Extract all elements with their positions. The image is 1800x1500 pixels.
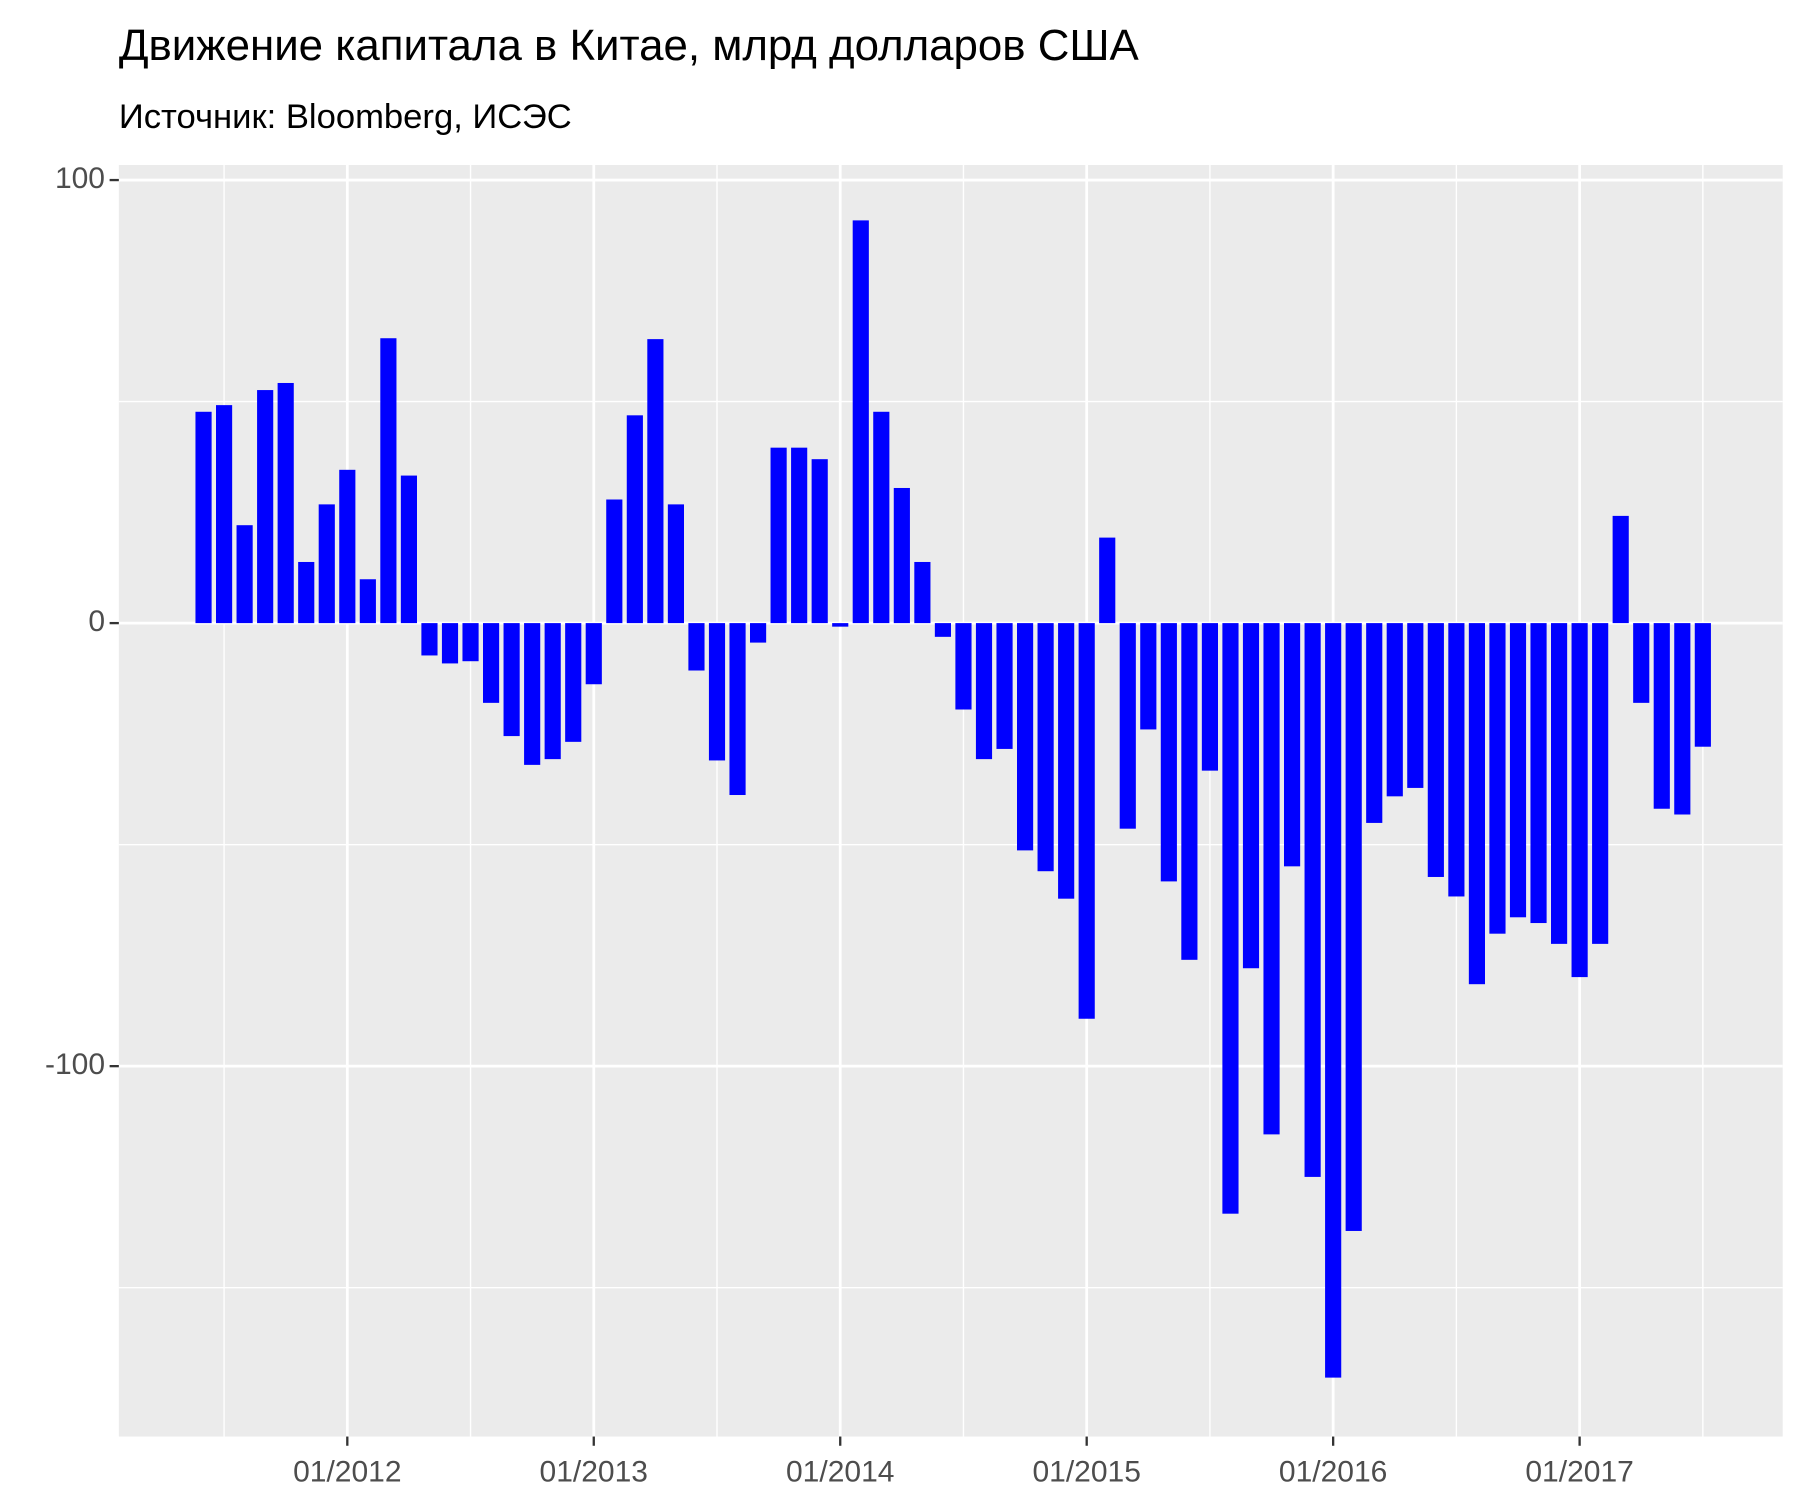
x-tick-label: 01/2014: [786, 1455, 894, 1488]
bar: [770, 447, 787, 624]
bar: [1181, 623, 1198, 960]
bar: [1407, 623, 1424, 788]
bar: [914, 561, 931, 624]
y-tick-label: -100: [45, 1048, 105, 1081]
bar: [483, 623, 500, 703]
bar: [1017, 623, 1034, 851]
bar: [544, 623, 561, 760]
bar: [1304, 623, 1321, 1177]
bar: [1468, 623, 1485, 985]
bar: [441, 623, 459, 664]
bar: [750, 623, 767, 643]
bar: [1551, 623, 1568, 944]
bar: [1325, 623, 1342, 1378]
bar: [1633, 623, 1650, 703]
bar: [257, 390, 274, 624]
bar: [1448, 623, 1465, 897]
x-tick-label: 01/2016: [1279, 1455, 1387, 1488]
bar: [565, 623, 582, 742]
bar: [852, 220, 869, 624]
bar: [996, 623, 1013, 749]
bar: [1509, 623, 1527, 918]
bar: [1674, 623, 1691, 815]
bar: [873, 411, 890, 624]
chart-subtitle: Источник: Bloomberg, ИСЭС: [119, 98, 572, 136]
bar: [236, 525, 253, 624]
bar: [1078, 623, 1095, 1019]
y-tick-label: 0: [88, 605, 105, 638]
bar: [339, 469, 356, 624]
bar: [1099, 537, 1116, 624]
bar: [298, 561, 315, 624]
x-tick-label: 01/2017: [1525, 1455, 1633, 1488]
bar: [524, 623, 541, 765]
bar: [1571, 623, 1588, 978]
y-tick-label: 100: [55, 162, 105, 195]
bar: [277, 382, 294, 624]
bar: [195, 411, 212, 624]
bar: [667, 504, 684, 624]
bar: [1612, 515, 1629, 624]
bar: [1284, 623, 1301, 867]
bar: [955, 623, 972, 710]
bar: [811, 459, 828, 624]
bar: [606, 499, 623, 624]
bar: [585, 623, 602, 685]
bar: [647, 339, 664, 624]
bar: [400, 475, 417, 624]
bar: [1489, 623, 1506, 934]
bar: [380, 338, 397, 624]
bar: [1592, 623, 1609, 944]
bar: [1345, 623, 1362, 1231]
bar: [791, 447, 808, 624]
bar: [934, 623, 951, 637]
bar: [1140, 623, 1157, 730]
bar: [1530, 623, 1547, 924]
bar: [832, 623, 849, 627]
bar: [1427, 623, 1444, 877]
bar: [688, 623, 705, 671]
bar: [503, 623, 520, 737]
x-tick-label: 01/2013: [540, 1455, 648, 1488]
bar: [1366, 623, 1383, 823]
x-tick-label: 01/2012: [293, 1455, 401, 1488]
x-tick-label: 01/2015: [1032, 1455, 1140, 1488]
bar: [626, 415, 643, 624]
chart-title: Движение капитала в Китае, млрд долларов…: [119, 21, 1140, 70]
bar: [1160, 623, 1177, 882]
bar: [1653, 623, 1670, 809]
bar: [1386, 623, 1403, 797]
bar: [462, 623, 479, 662]
bar: [708, 623, 726, 761]
bar: [1037, 623, 1054, 872]
bar: [729, 623, 746, 796]
bar: [1222, 623, 1239, 1214]
bar: [318, 504, 335, 624]
bar: [975, 623, 993, 760]
bar: [893, 487, 910, 624]
bar: [421, 623, 438, 656]
bar: [359, 579, 376, 624]
bar: [1201, 623, 1218, 771]
bar: [216, 405, 233, 624]
bar: [1119, 623, 1136, 829]
bar: [1694, 623, 1711, 747]
bar: [1242, 623, 1260, 969]
bar: [1058, 623, 1075, 899]
bar: [1263, 623, 1280, 1135]
